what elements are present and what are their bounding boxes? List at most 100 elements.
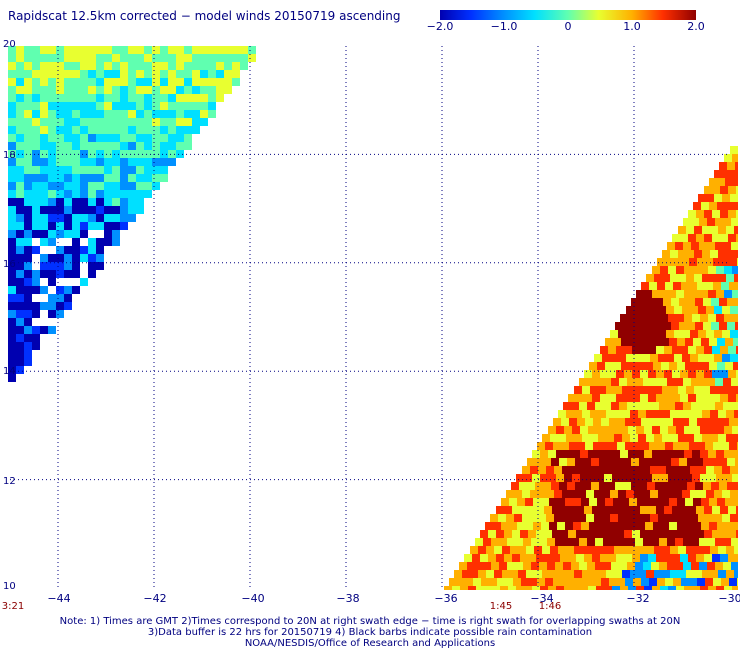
- wind-cell: [699, 562, 707, 570]
- wind-cell: [493, 522, 501, 530]
- wind-cell: [677, 362, 685, 370]
- wind-cell: [585, 442, 593, 450]
- wind-cell: [96, 254, 104, 262]
- wind-cell: [48, 182, 56, 190]
- wind-cell: [587, 378, 595, 386]
- wind-cell: [112, 150, 120, 158]
- wind-cell: [718, 570, 726, 578]
- wind-cell: [480, 554, 488, 562]
- wind-cell: [16, 230, 24, 238]
- wind-cell: [730, 194, 738, 202]
- wind-cell: [722, 306, 730, 314]
- wind-cell: [16, 326, 24, 334]
- wind-cell: [605, 522, 613, 530]
- wind-cell: [136, 78, 144, 86]
- wind-cell: [668, 474, 676, 482]
- wind-cell: [549, 522, 557, 530]
- wind-cell: [733, 498, 738, 506]
- wind-cell: [216, 70, 224, 78]
- wind-cell: [64, 222, 72, 230]
- wind-cell: [64, 182, 72, 190]
- wind-cell: [644, 474, 652, 482]
- wind-cell: [674, 330, 682, 338]
- wind-cell: [536, 554, 544, 562]
- wind-cell: [104, 174, 112, 182]
- wind-cell: [104, 54, 112, 62]
- wind-cell: [716, 290, 724, 298]
- wind-cell: [590, 570, 598, 578]
- wind-cell: [702, 386, 710, 394]
- wind-cell: [80, 246, 88, 254]
- wind-cell: [48, 198, 56, 206]
- wind-cell: [701, 362, 709, 370]
- wind-cell: [512, 530, 520, 538]
- wind-cell: [662, 570, 670, 578]
- wind-cell: [104, 166, 112, 174]
- wind-cell: [200, 94, 208, 102]
- wind-cell: [702, 570, 710, 578]
- wind-cell: [658, 306, 666, 314]
- wind-cell: [184, 70, 192, 78]
- wind-cell: [24, 174, 32, 182]
- wind-cell: [112, 118, 120, 126]
- wind-cell: [8, 278, 16, 286]
- wind-cell: [733, 522, 738, 530]
- wind-cell: [561, 578, 569, 586]
- wind-cell: [724, 450, 732, 458]
- wind-cell: [496, 530, 504, 538]
- wind-cell: [64, 118, 72, 126]
- wind-cell: [717, 178, 725, 186]
- wind-cell: [248, 46, 256, 54]
- wind-cell: [659, 562, 667, 570]
- wind-cell: [539, 538, 547, 546]
- wind-cell: [32, 310, 40, 318]
- wind-cell: [664, 530, 672, 538]
- wind-cell: [623, 322, 631, 330]
- wind-cell: [120, 174, 128, 182]
- wind-cell: [718, 434, 726, 442]
- wind-cell: [697, 418, 705, 426]
- wind-cell: [576, 554, 584, 562]
- wind-cell: [722, 490, 730, 498]
- wind-cell: [128, 110, 136, 118]
- wind-cell: [692, 586, 700, 590]
- wind-cell: [24, 262, 32, 270]
- wind-cell: [636, 426, 644, 434]
- wind-cell: [208, 94, 216, 102]
- wind-cell: [699, 218, 707, 226]
- wind-cell: [136, 198, 144, 206]
- wind-cell: [120, 62, 128, 70]
- wind-cell: [633, 418, 641, 426]
- wind-cell: [729, 442, 737, 450]
- wind-cell: [618, 330, 626, 338]
- wind-cell: [686, 434, 694, 442]
- wind-cell: [64, 174, 72, 182]
- wind-cell: [48, 54, 56, 62]
- wind-cell: [653, 338, 661, 346]
- wind-cell: [678, 274, 686, 282]
- wind-cell: [104, 182, 112, 190]
- wind-cell: [112, 142, 120, 150]
- wind-cell: [32, 190, 40, 198]
- wind-cell: [40, 254, 48, 262]
- wind-cell: [104, 86, 112, 94]
- wind-cell: [698, 306, 706, 314]
- wind-cell: [32, 334, 40, 342]
- wind-cell: [564, 586, 572, 590]
- wind-cell: [72, 190, 80, 198]
- wind-cell: [617, 442, 625, 450]
- wind-cell: [643, 378, 651, 386]
- wind-cell: [732, 266, 738, 274]
- wind-cell: [571, 562, 579, 570]
- wind-cell: [538, 466, 546, 474]
- wind-cell: [475, 562, 483, 570]
- wind-cell: [621, 522, 629, 530]
- wind-cell: [168, 142, 176, 150]
- latitude-label: 12: [3, 476, 16, 487]
- wind-cell: [8, 302, 16, 310]
- wind-cell: [64, 230, 72, 238]
- wind-cell: [721, 418, 729, 426]
- wind-cell: [608, 554, 616, 562]
- wind-cell: [587, 562, 595, 570]
- wind-cell: [696, 394, 704, 402]
